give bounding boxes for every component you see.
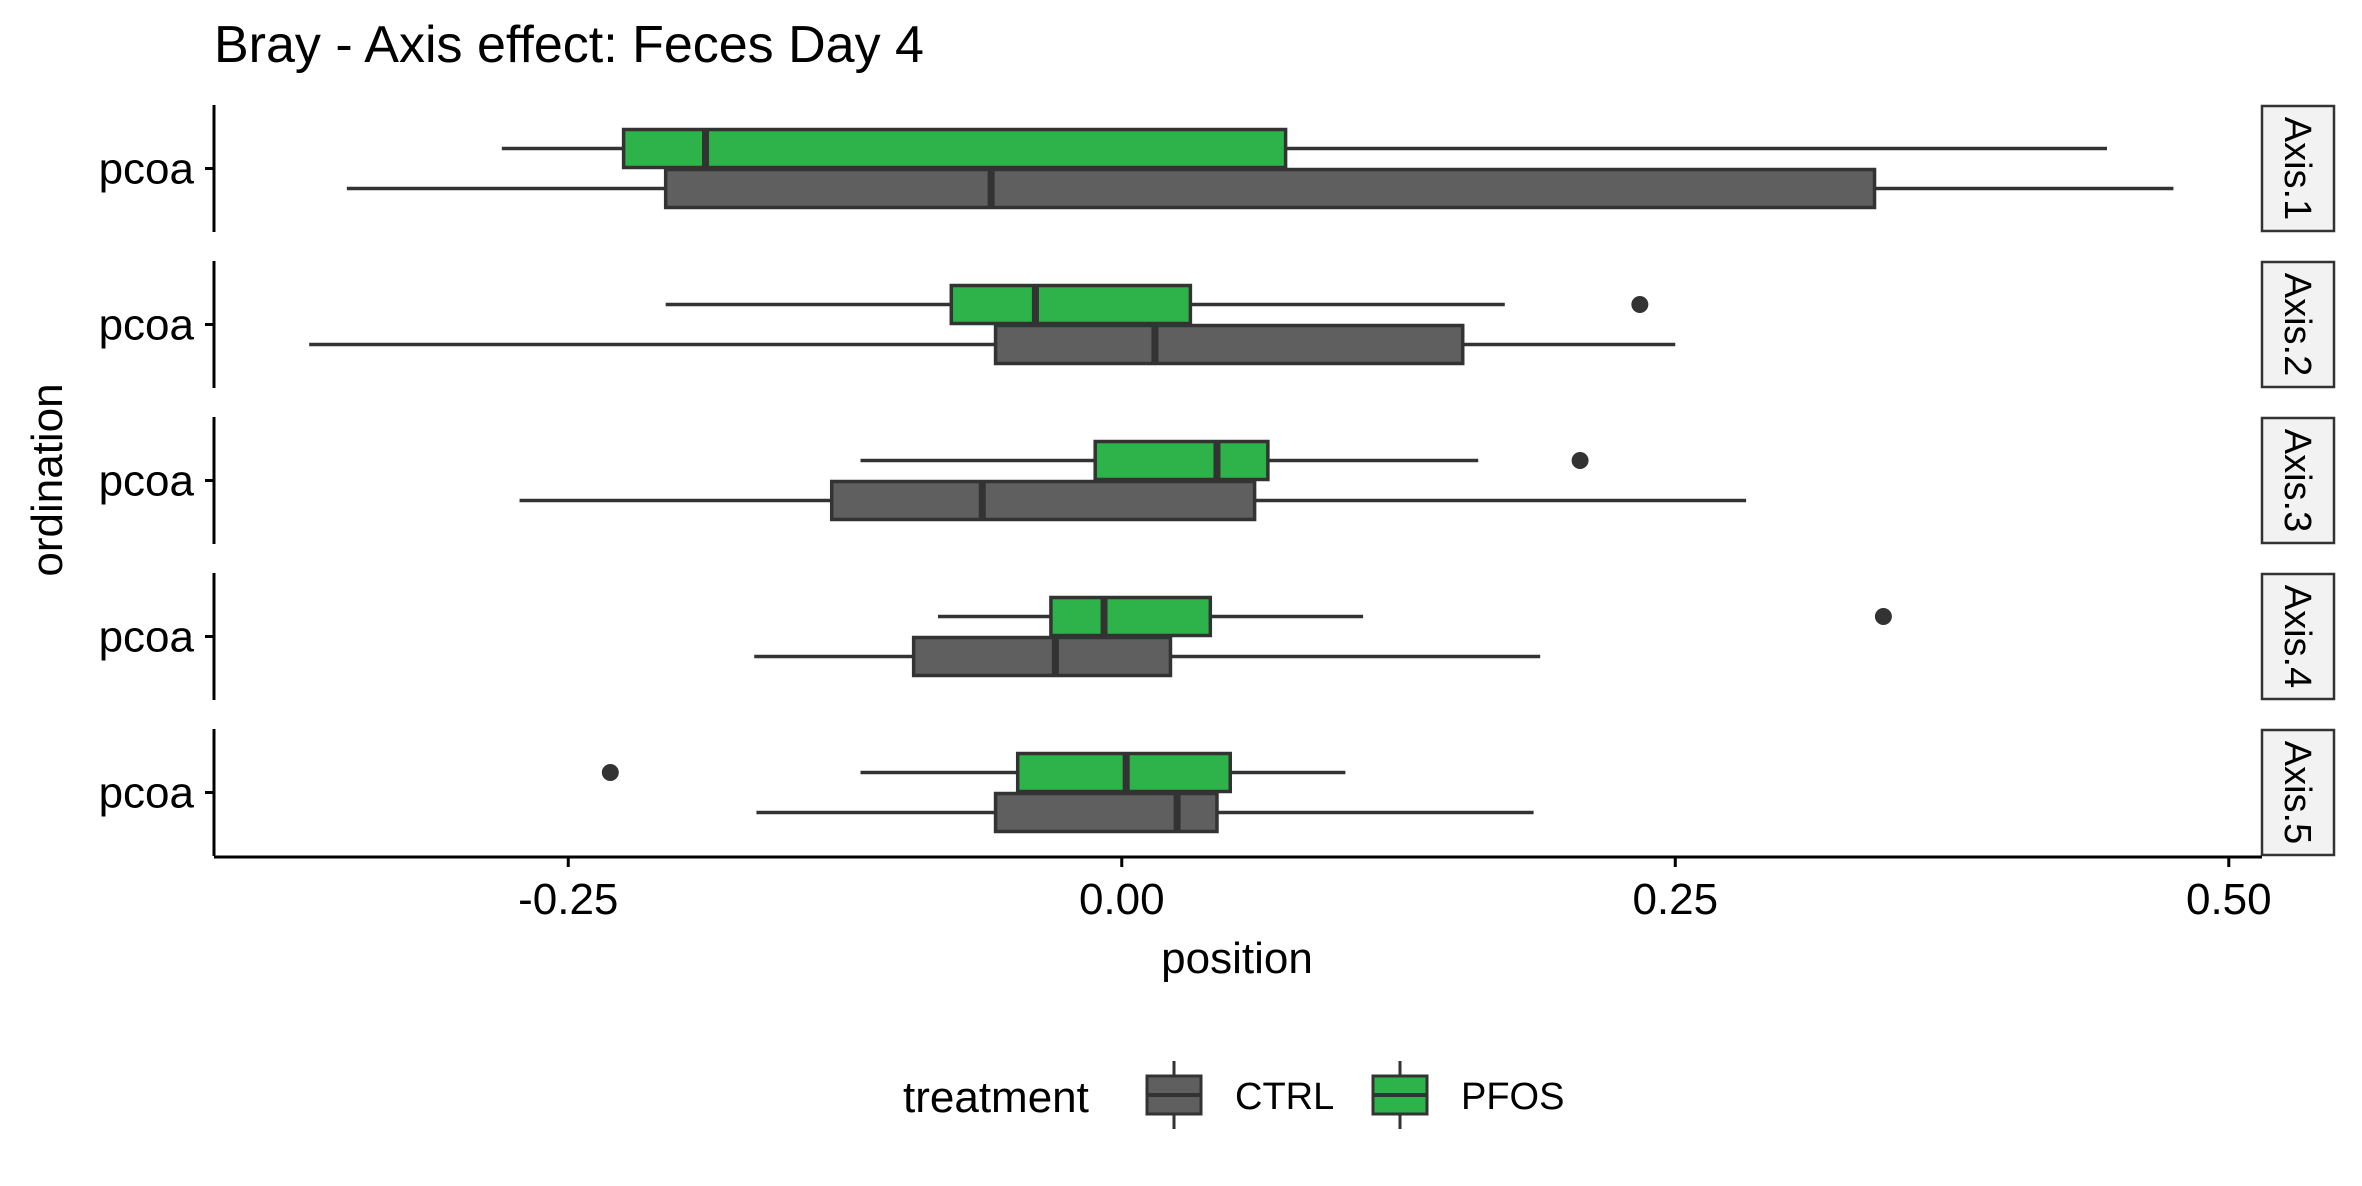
legend-key-ctrl: CTRL bbox=[1145, 1061, 1334, 1129]
facet-panels: pcoa Axis.1 pcoa Axis.2 pcoa Axis.3 pcoa Axis.4… bbox=[99, 104, 2336, 857]
facet-strip bbox=[2260, 416, 2336, 545]
box-ctrl bbox=[519, 479, 1747, 522]
y-tick-label: pcoa bbox=[99, 457, 195, 506]
box-pfos bbox=[860, 439, 1589, 482]
facet-strip bbox=[2260, 572, 2336, 701]
outlier-point bbox=[1571, 452, 1589, 469]
facet-panel: pcoa Axis.5 bbox=[99, 728, 2336, 857]
box-iqr bbox=[829, 479, 1257, 522]
legend-title: treatment bbox=[903, 1073, 1089, 1122]
facet-panel: pcoa Axis.1 bbox=[99, 104, 2336, 233]
facet-strip bbox=[2260, 728, 2336, 857]
y-tick-label: pcoa bbox=[99, 613, 195, 662]
box-iqr bbox=[993, 323, 1465, 366]
box-iqr bbox=[621, 127, 1288, 170]
box-ctrl bbox=[309, 323, 1676, 366]
x-tick-label: -0.25 bbox=[518, 875, 618, 924]
box-iqr bbox=[911, 635, 1173, 678]
legend-label: CTRL bbox=[1235, 1076, 1334, 1118]
box-iqr bbox=[949, 283, 1193, 326]
facet-strip-label: Axis.3 bbox=[2276, 429, 2318, 532]
box-iqr bbox=[1093, 439, 1270, 482]
box-ctrl bbox=[756, 791, 1534, 834]
box-pfos bbox=[665, 283, 1649, 326]
facet-strip-label: Axis.1 bbox=[2276, 117, 2318, 220]
box-pfos bbox=[601, 751, 1346, 794]
chart-title: Bray - Axis effect: Feces Day 4 bbox=[214, 16, 924, 74]
box-iqr bbox=[663, 167, 1877, 210]
x-axis: -0.25 0.00 0.25 0.50 bbox=[214, 855, 2272, 924]
outlier-point bbox=[1631, 296, 1649, 313]
facet-strip bbox=[2260, 260, 2336, 389]
x-axis-label: position bbox=[1161, 934, 1313, 983]
facet-strip bbox=[2260, 104, 2336, 233]
outlier-point bbox=[1874, 608, 1892, 625]
facet-panel: pcoa Axis.2 bbox=[99, 260, 2336, 389]
outlier-point bbox=[601, 764, 619, 781]
facet-panel: pcoa Axis.4 bbox=[99, 572, 2336, 701]
facet-strip-label: Axis.5 bbox=[2276, 741, 2318, 844]
legend-label: PFOS bbox=[1461, 1076, 1564, 1118]
y-tick-label: pcoa bbox=[99, 301, 195, 350]
facet-panel: pcoa Axis.3 bbox=[99, 416, 2336, 545]
facet-strip-label: Axis.2 bbox=[2276, 273, 2318, 376]
legend: treatment CTRL PFOS bbox=[903, 1061, 1564, 1129]
y-axis-label: ordination bbox=[23, 383, 72, 576]
box-ctrl bbox=[754, 635, 1541, 678]
x-tick-label: 0.00 bbox=[1079, 875, 1165, 924]
box-pfos bbox=[501, 127, 2108, 170]
y-tick-label: pcoa bbox=[99, 769, 195, 818]
x-tick-label: 0.25 bbox=[1632, 875, 1718, 924]
box-ctrl bbox=[346, 167, 2174, 210]
x-tick-label: 0.50 bbox=[2186, 875, 2272, 924]
box-pfos bbox=[937, 595, 1892, 638]
box-iqr bbox=[993, 791, 1219, 834]
box-iqr bbox=[1049, 595, 1213, 638]
facet-strip-label: Axis.4 bbox=[2276, 585, 2318, 688]
y-tick-label: pcoa bbox=[99, 145, 195, 194]
legend-key-pfos: PFOS bbox=[1371, 1061, 1564, 1129]
